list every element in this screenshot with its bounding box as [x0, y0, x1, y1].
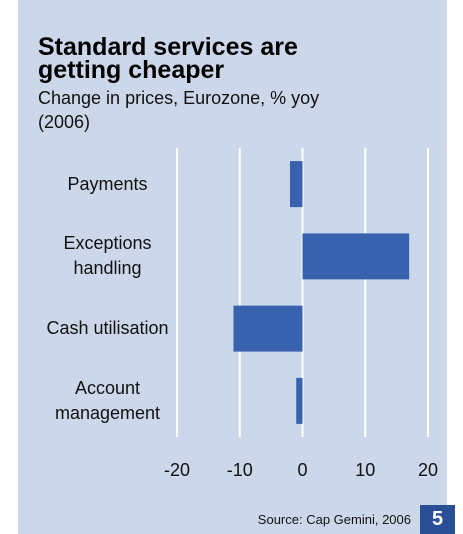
x-tick-label: 20: [418, 460, 438, 480]
bar: [302, 233, 410, 280]
bar: [289, 161, 303, 208]
chart-title: Standard services are getting cheaper: [38, 33, 298, 84]
chart-subtitle: Change in prices, Eurozone, % yoy (2006): [38, 88, 320, 132]
y-tick-label: Account management: [54, 377, 161, 423]
x-tick-label: -20: [164, 460, 190, 480]
y-tick-label: Payments: [67, 173, 148, 194]
y-tick-label: Exceptions handling: [63, 233, 152, 279]
page-number: 5: [420, 505, 455, 534]
y-tick-label: Cash utilisation: [46, 318, 169, 339]
x-tick-label: -10: [227, 460, 253, 480]
source: Source: Cap Gemini, 2006: [257, 512, 411, 527]
x-tick-label: 10: [355, 460, 375, 480]
bar: [296, 377, 303, 424]
x-tick-label: 0: [297, 460, 307, 480]
bar: [233, 305, 303, 352]
